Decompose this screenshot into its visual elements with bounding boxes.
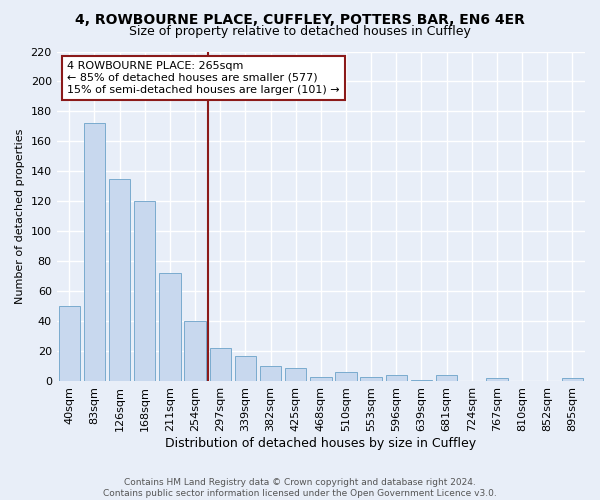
Bar [436,376,457,382]
Bar [59,306,80,382]
Bar [235,356,256,382]
Bar [386,376,407,382]
Bar [361,377,382,382]
Bar [109,179,130,382]
Bar [411,380,432,382]
Bar [285,368,307,382]
Bar [159,274,181,382]
Y-axis label: Number of detached properties: Number of detached properties [15,129,25,304]
X-axis label: Distribution of detached houses by size in Cuffley: Distribution of detached houses by size … [165,437,476,450]
Bar [335,372,356,382]
Bar [486,378,508,382]
Bar [562,378,583,382]
Bar [209,348,231,382]
Bar [184,322,206,382]
Bar [134,202,155,382]
Text: 4, ROWBOURNE PLACE, CUFFLEY, POTTERS BAR, EN6 4ER: 4, ROWBOURNE PLACE, CUFFLEY, POTTERS BAR… [75,12,525,26]
Bar [260,366,281,382]
Bar [310,377,332,382]
Text: 4 ROWBOURNE PLACE: 265sqm
← 85% of detached houses are smaller (577)
15% of semi: 4 ROWBOURNE PLACE: 265sqm ← 85% of detac… [67,62,340,94]
Text: Size of property relative to detached houses in Cuffley: Size of property relative to detached ho… [129,25,471,38]
Bar [84,124,105,382]
Text: Contains HM Land Registry data © Crown copyright and database right 2024.
Contai: Contains HM Land Registry data © Crown c… [103,478,497,498]
